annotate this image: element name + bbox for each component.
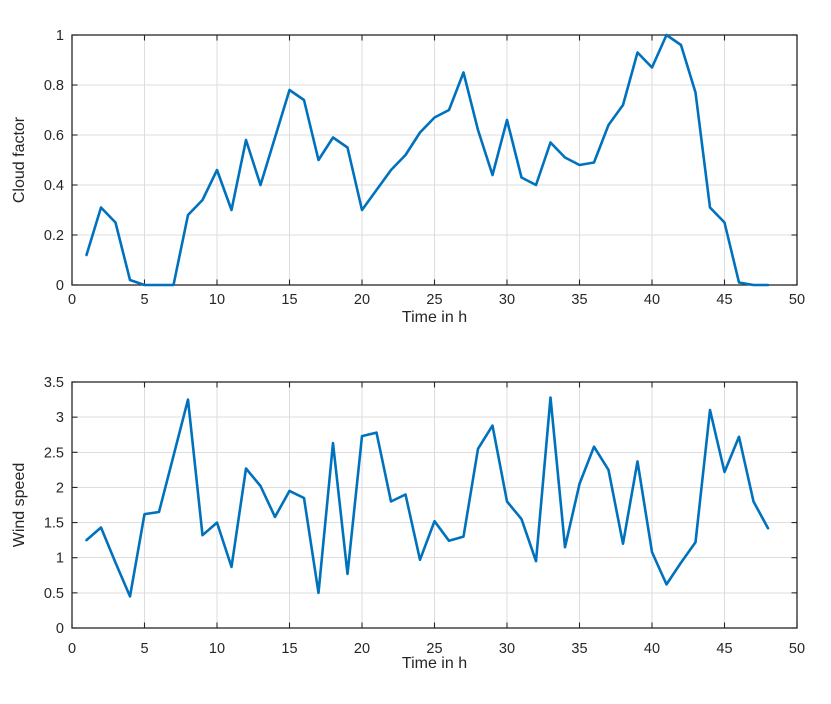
y-tick-label: 0.4 [44,178,64,194]
x-tick-label: 15 [281,641,297,657]
y-tick-label: 1 [56,28,64,44]
x-tick-label: 30 [499,641,515,657]
x-tick-label: 10 [209,292,225,308]
cloud-factor-chart: 0 5 10 15 20 25 30 35 40 45 50 0 0.2 0.4 0.6 0.8 1 [44,28,805,308]
x-tick-label: 30 [499,292,515,308]
x-tick-label: 45 [716,641,732,657]
x-tick-label: 0 [68,292,76,308]
y-tick-label: 3.5 [44,375,64,391]
x-tick-label: 50 [789,292,805,308]
x-tick-label: 5 [140,292,148,308]
x-tick-label: 5 [140,641,148,657]
cloud-factor-xlabel: Time in h [402,309,467,326]
x-tick-label: 15 [281,292,297,308]
y-tick-label: 2 [56,480,64,496]
x-tick-label: 40 [644,641,660,657]
x-tick-label: 35 [571,641,587,657]
cloud-factor-ylabel: Cloud factor [11,116,28,203]
y-tick-label: 0 [56,621,64,637]
x-tick-label: 25 [426,292,442,308]
y-tick-label: 2.5 [44,445,64,461]
wind-speed-line [85,396,770,598]
y-tick-label: 0.8 [44,78,64,94]
y-tick-label: 0.5 [44,586,64,602]
cloud-factor-line [85,33,770,287]
x-tick-label: 10 [209,641,225,657]
wind-speed-chart: 0 5 10 15 20 25 30 35 40 45 50 0 0.5 1 1.5 2 2.5 3 3.5 [44,375,805,657]
x-tick-label: 20 [354,292,370,308]
x-tick-label: 0 [68,641,76,657]
wind-speed-xlabel: Time in h [402,655,467,672]
x-tick-label: 25 [426,641,442,657]
x-tick-label: 50 [789,641,805,657]
y-tick-label: 0.2 [44,228,64,244]
y-tick-label: 3 [56,410,64,426]
y-tick-label: 0.6 [44,128,64,144]
y-tick-label: 0 [56,278,64,294]
x-tick-label: 20 [354,641,370,657]
wind-speed-ylabel: Wind speed [11,463,28,548]
y-tick-label: 1.5 [44,516,64,532]
x-tick-label: 45 [716,292,732,308]
x-tick-label: 35 [571,292,587,308]
y-tick-label: 1 [56,551,64,567]
x-tick-label: 40 [644,292,660,308]
